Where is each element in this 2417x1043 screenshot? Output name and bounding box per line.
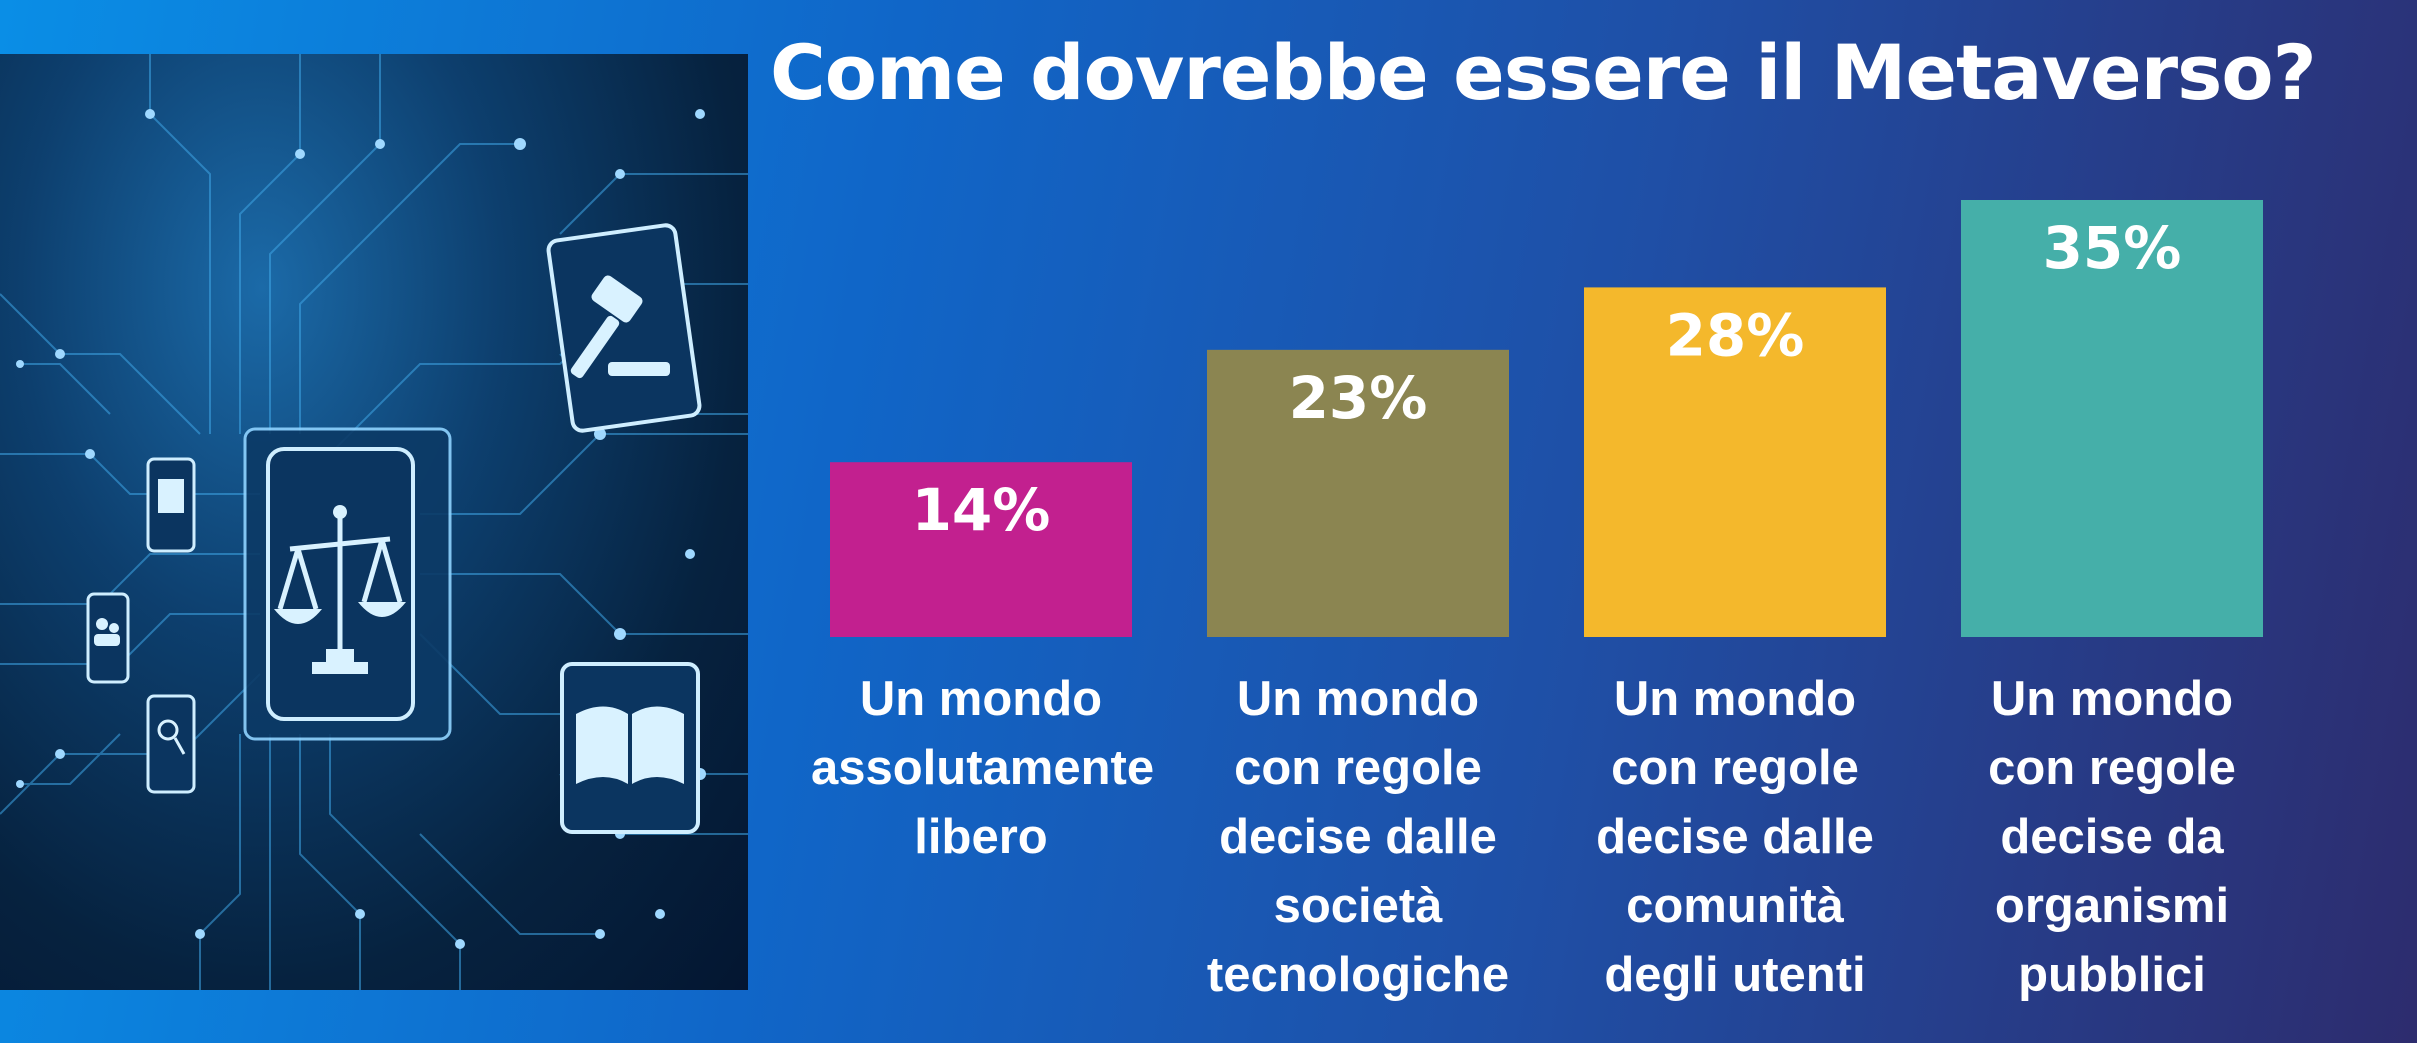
category-label-line: decise dalle	[1219, 810, 1497, 864]
category-label-line: decise dalle	[1596, 810, 1874, 864]
circuit-board-graphic	[0, 54, 748, 990]
magnifier-icon	[146, 694, 196, 794]
bar-value-label-3: 28%	[1666, 301, 1805, 369]
document-icon	[146, 457, 196, 553]
circuit-illustration	[0, 54, 748, 990]
open-book-icon	[560, 662, 700, 834]
scales-of-justice-icon	[266, 447, 415, 721]
category-label-3: Un mondo con regole decise dalle comunità de…	[1565, 665, 1905, 1010]
category-label-line: società	[1273, 879, 1443, 933]
category-label-line: con regole	[1611, 741, 1859, 795]
bar-2	[1207, 349, 1509, 637]
gavel-icon	[546, 223, 702, 433]
category-label-line: Un mondo	[859, 672, 1103, 726]
category-label-line: Un mondo	[1990, 672, 2234, 726]
circuit-traces	[0, 54, 748, 990]
category-label-2: Un mondo con regole decise dalle società tec…	[1188, 665, 1528, 1010]
category-label-line: tecnologiche	[1206, 948, 1510, 1002]
category-label-line: Un mondo	[1613, 672, 1857, 726]
category-label-line: pubblici	[2018, 948, 2206, 1002]
bar-4	[1961, 200, 2263, 637]
category-label-line: con regole	[1988, 741, 2236, 795]
category-label-line: decise da	[2000, 810, 2224, 864]
chart-title: Come dovrebbe essere il Metaverso?	[770, 28, 2317, 117]
bar-value-label-4: 35%	[2043, 214, 2182, 282]
category-label-1: Un mondo assolutamente libero	[811, 665, 1155, 872]
category-label-line: degli utenti	[1604, 948, 1866, 1002]
bars-layer: 14% 23% 28% 35%	[830, 200, 2263, 637]
category-label-line: Un mondo	[1236, 672, 1480, 726]
category-label-line: organismi	[1994, 879, 2230, 933]
bar-value-label-1: 14%	[912, 476, 1051, 544]
category-label-line: comunità	[1626, 879, 1844, 933]
users-icon	[86, 592, 130, 684]
bar-3	[1584, 287, 1886, 637]
category-label-4: Un mondo con regole decise da organismi pubb…	[1942, 665, 2282, 1010]
category-label-line: con regole	[1234, 741, 1482, 795]
category-label-line: assolutamente	[811, 741, 1155, 795]
category-label-line: libero	[914, 810, 1048, 864]
bar-value-label-2: 23%	[1289, 364, 1428, 432]
bar-1	[830, 462, 1132, 637]
